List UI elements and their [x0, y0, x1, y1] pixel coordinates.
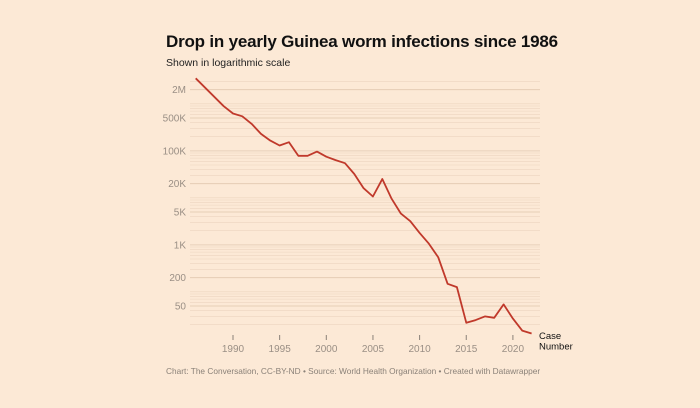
data-point	[465, 321, 468, 324]
data-point	[334, 159, 337, 162]
data-point	[306, 154, 309, 157]
chart-subtitle: Shown in logarithmic scale	[166, 57, 291, 69]
y-tick-label: 1K	[174, 240, 187, 251]
chart-footer: Chart: The Conversation, CC-BY-ND • Sour…	[166, 366, 541, 376]
y-tick-label: 5K	[174, 208, 187, 219]
y-tick-label: 2M	[172, 85, 186, 96]
data-point	[194, 77, 197, 80]
data-point	[409, 220, 412, 223]
data-point	[250, 122, 253, 125]
data-point	[269, 139, 272, 142]
data-point	[381, 177, 384, 180]
data-point	[371, 195, 374, 198]
x-tick-label: 2010	[408, 344, 431, 355]
x-tick-label: 2005	[362, 344, 385, 355]
data-point	[521, 329, 524, 332]
data-point	[427, 242, 430, 245]
data-point	[297, 154, 300, 157]
y-tick-label: 200	[169, 273, 186, 284]
data-point	[390, 197, 393, 200]
data-point	[353, 172, 356, 175]
data-point	[259, 132, 262, 135]
data-point	[278, 144, 281, 147]
y-tick-label: 20K	[168, 179, 186, 190]
x-tick-label: 2000	[315, 344, 338, 355]
data-point	[455, 286, 458, 289]
data-point	[222, 105, 225, 108]
series-label: Number	[539, 342, 573, 353]
data-point	[502, 303, 505, 306]
data-point	[232, 112, 235, 115]
series-label: Case	[539, 331, 561, 342]
y-tick-label: 50	[175, 302, 187, 313]
data-point	[483, 315, 486, 318]
data-point	[241, 115, 244, 118]
x-tick-label: 2015	[455, 344, 478, 355]
data-point	[437, 256, 440, 259]
data-point	[530, 332, 533, 335]
data-point	[474, 319, 477, 322]
data-point	[418, 231, 421, 234]
y-tick-label: 100K	[163, 146, 187, 157]
data-point	[287, 141, 290, 144]
data-point	[343, 162, 346, 165]
data-point	[399, 212, 402, 215]
x-tick-label: 1995	[269, 344, 292, 355]
series-line-case-number	[195, 77, 532, 335]
data-point	[446, 282, 449, 285]
x-tick-label: 2020	[502, 344, 525, 355]
x-tick-label: 1990	[222, 344, 245, 355]
data-point	[493, 316, 496, 319]
data-point	[315, 150, 318, 153]
data-point	[362, 187, 365, 190]
y-tick-label: 500K	[163, 114, 187, 125]
data-point	[511, 317, 514, 320]
data-point	[325, 155, 328, 158]
chart-title: Drop in yearly Guinea worm infections si…	[166, 32, 558, 51]
